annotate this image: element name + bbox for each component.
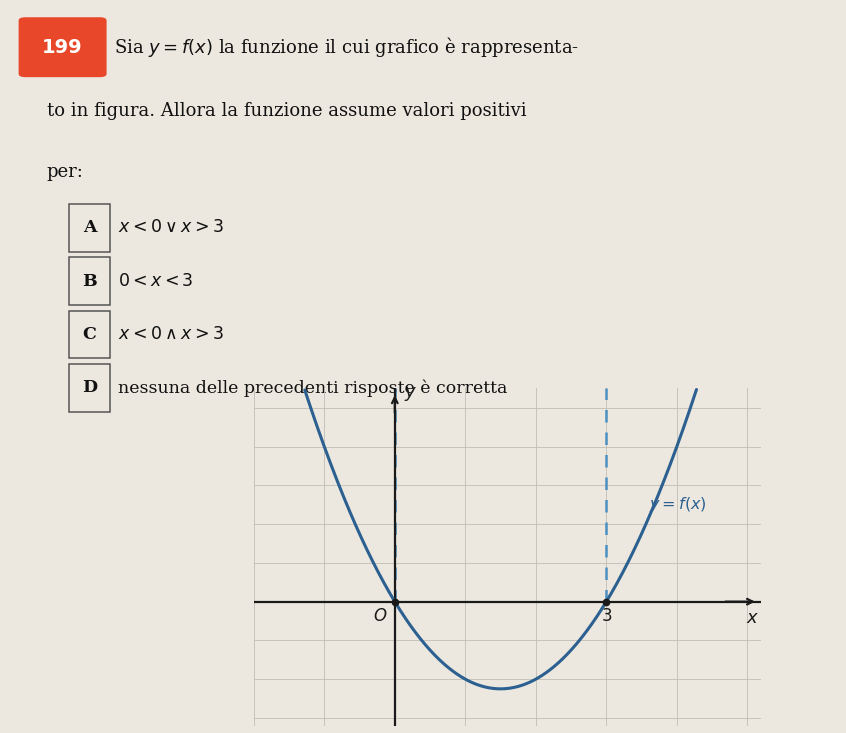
Text: 199: 199: [42, 37, 83, 56]
Text: nessuna delle precedenti risposte è corretta: nessuna delle precedenti risposte è corr…: [118, 379, 508, 397]
Text: $0<x<3$: $0<x<3$: [118, 273, 194, 290]
Text: $x$: $x$: [746, 609, 760, 627]
Text: C: C: [83, 326, 96, 343]
Text: $y = f(x)$: $y = f(x)$: [649, 496, 706, 515]
Text: to in figura. Allora la funzione assume valori positivi: to in figura. Allora la funzione assume …: [47, 102, 526, 119]
Text: A: A: [83, 219, 96, 236]
Text: $x<0 \vee x>3$: $x<0 \vee x>3$: [118, 219, 224, 236]
FancyBboxPatch shape: [19, 18, 107, 77]
Text: B: B: [82, 273, 97, 290]
Text: Sia $y=f(x)$ la funzione il cui grafico è rappresenta-: Sia $y=f(x)$ la funzione il cui grafico …: [114, 35, 580, 59]
Text: D: D: [82, 380, 97, 397]
Text: $3$: $3$: [601, 608, 612, 625]
Text: $y$: $y$: [404, 386, 417, 403]
Text: per:: per:: [47, 163, 84, 181]
Text: $O$: $O$: [373, 608, 388, 625]
Text: $x<0 \wedge x>3$: $x<0 \wedge x>3$: [118, 326, 224, 343]
